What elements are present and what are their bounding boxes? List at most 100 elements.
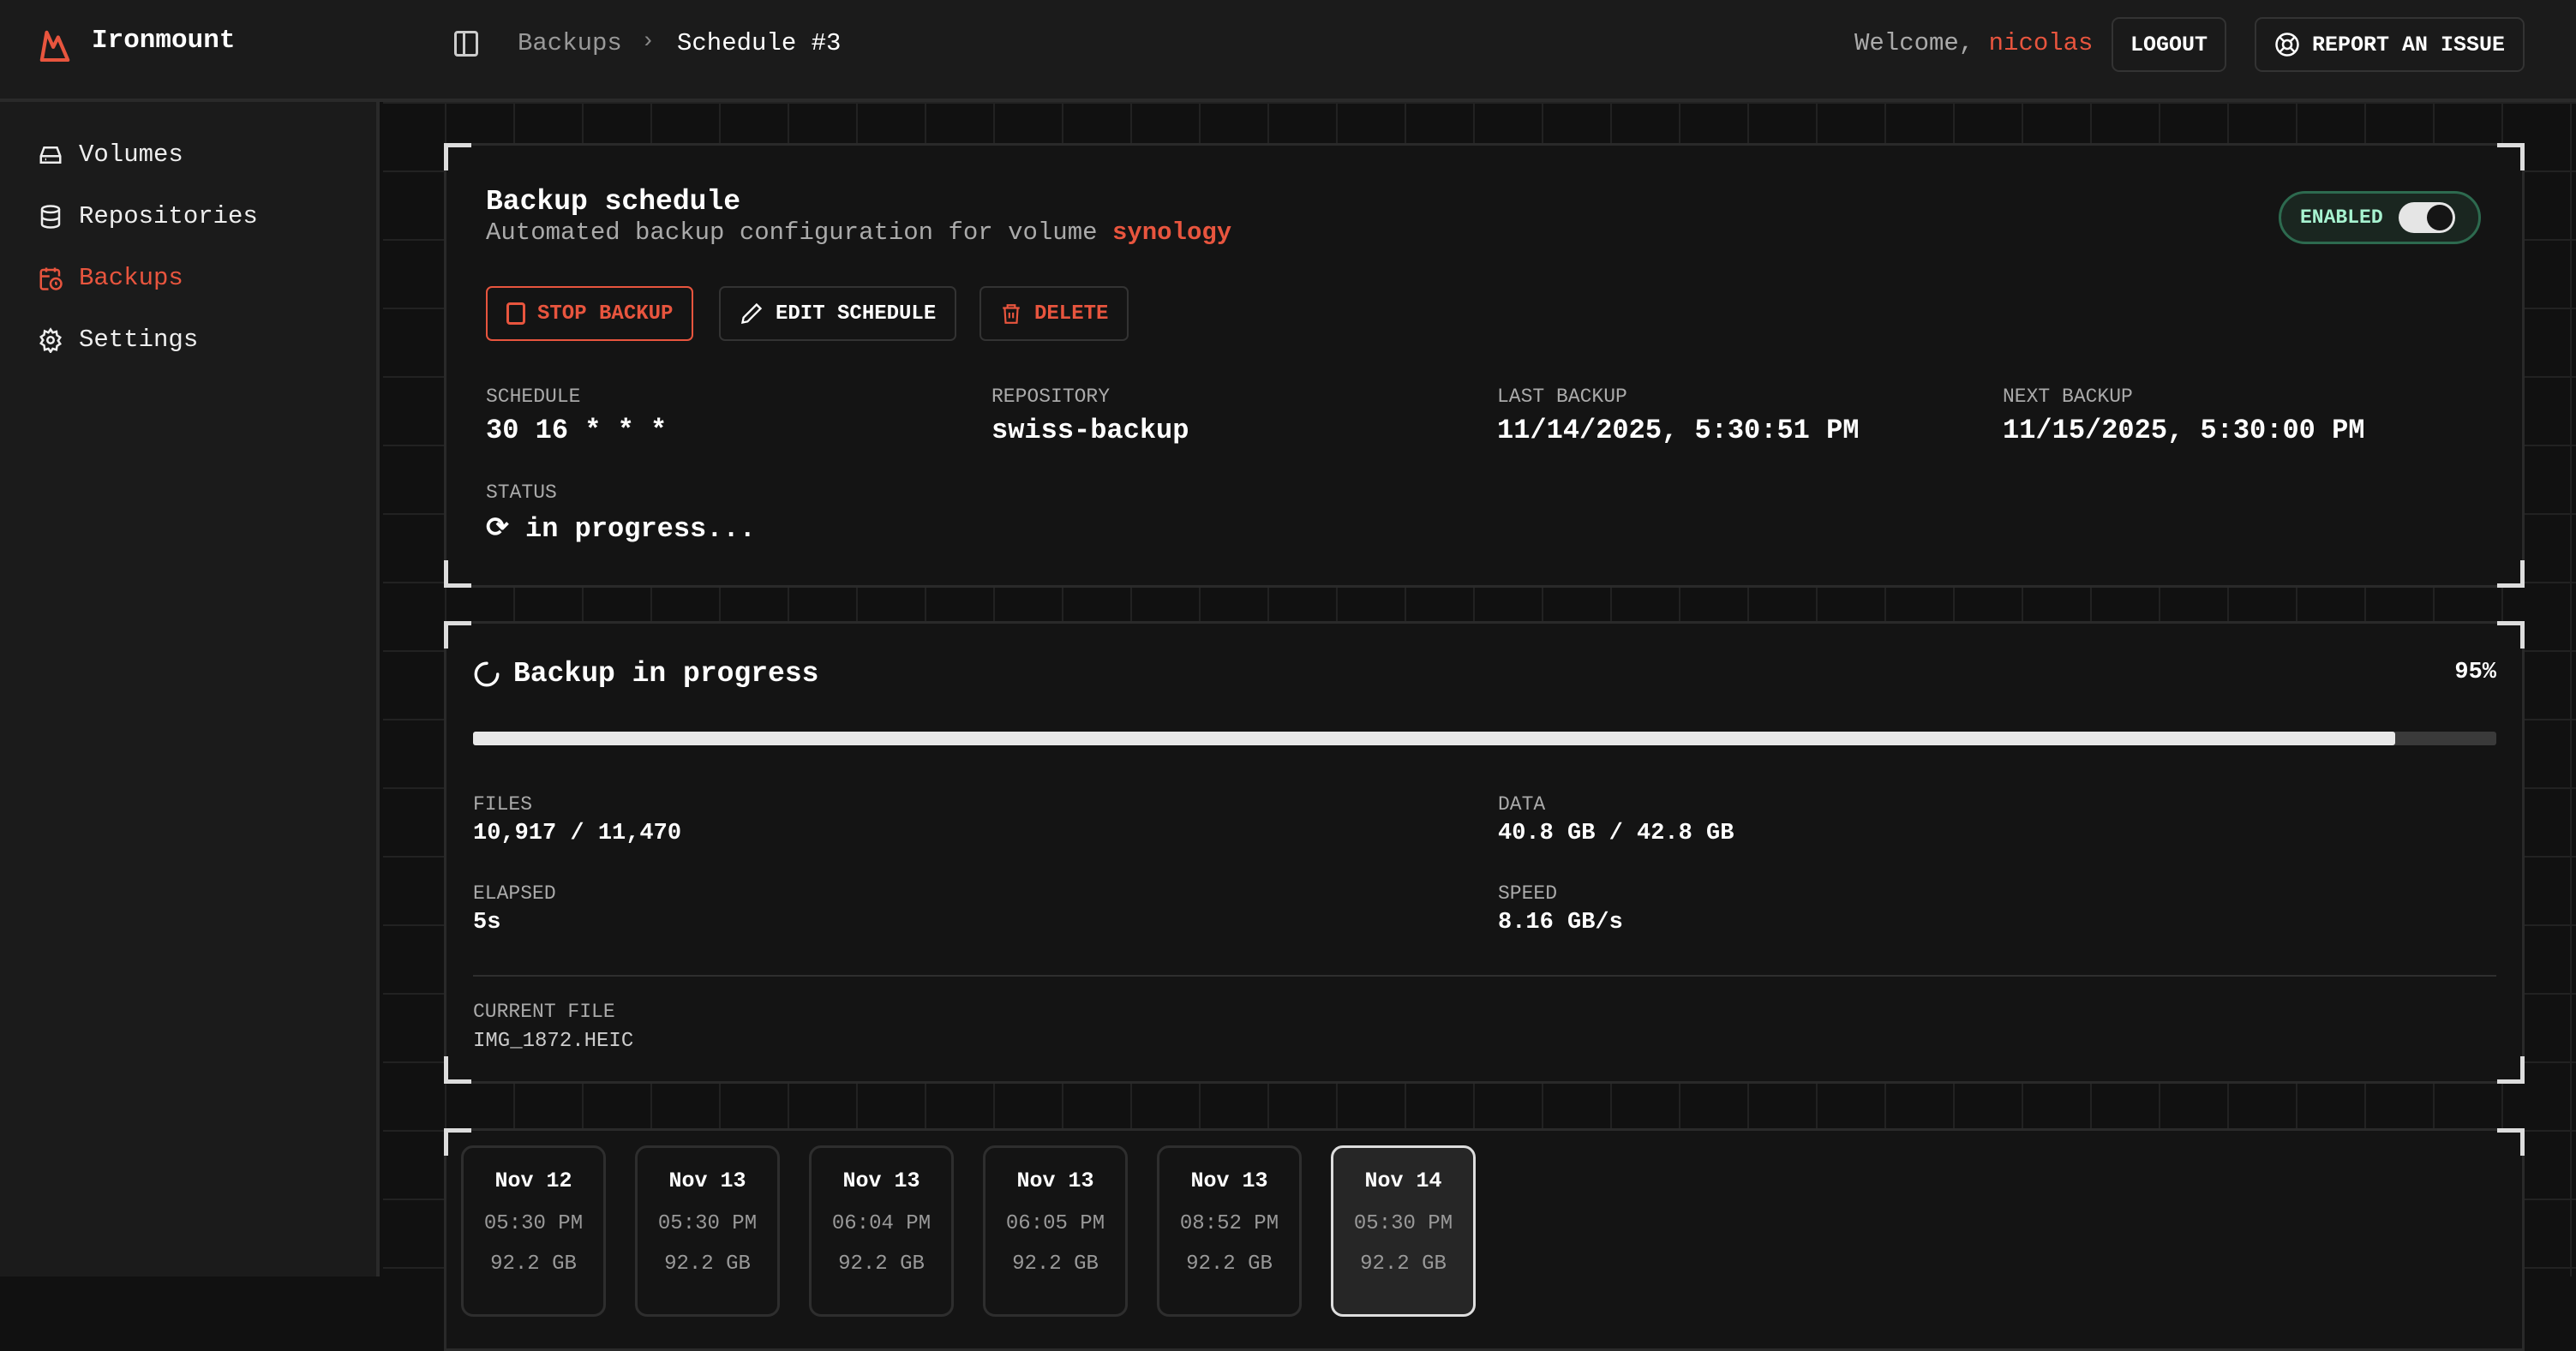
ironmount-logo-icon xyxy=(38,29,72,62)
current-file-value: IMG_1872.HEIC xyxy=(473,1030,633,1053)
snapshot-size: 92.2 GB xyxy=(638,1252,777,1276)
stop-label: STOP BACKUP xyxy=(537,302,673,326)
snapshot-size: 92.2 GB xyxy=(985,1252,1125,1276)
snapshot-time: 08:52 PM xyxy=(1159,1212,1299,1235)
field-label: SCHEDULE xyxy=(486,386,667,408)
toggle-switch[interactable] xyxy=(2399,202,2455,233)
database-icon xyxy=(38,204,63,230)
snapshot-time: 05:30 PM xyxy=(1333,1212,1473,1235)
edit-schedule-button[interactable]: EDIT SCHEDULE xyxy=(719,286,956,341)
snapshot-size: 92.2 GB xyxy=(812,1252,951,1276)
field-label: REPOSITORY xyxy=(991,386,1189,408)
field-label: LAST BACKUP xyxy=(1497,386,1859,408)
logout-button[interactable]: LOGOUT xyxy=(2112,17,2226,72)
username: nicolas xyxy=(1989,29,2094,57)
report-issue-button[interactable]: REPORT AN ISSUE xyxy=(2255,17,2525,72)
edit-label: EDIT SCHEDULE xyxy=(776,302,936,326)
backup-progress-card: Backup in progress 95% FILES 10,917 / 11,… xyxy=(444,621,2525,1084)
elapsed-label: ELAPSED xyxy=(473,882,556,905)
field-label: NEXT BACKUP xyxy=(2003,386,2364,408)
sidebar-item-settings[interactable]: Settings xyxy=(38,326,198,354)
snapshot-date: Nov 13 xyxy=(812,1169,951,1193)
top-header: Ironmount Backups › Schedule #3 Welcome,… xyxy=(0,0,2576,102)
snapshot-time: 05:30 PM xyxy=(464,1212,603,1235)
breadcrumb-chevron-icon: › xyxy=(641,29,655,55)
field-status: STATUS⟳ in progress... xyxy=(486,481,756,545)
snapshot-date: Nov 13 xyxy=(638,1169,777,1193)
sidebar-toggle-icon[interactable] xyxy=(454,31,478,57)
sidebar-item-label: Backups xyxy=(79,264,183,292)
pencil-icon xyxy=(740,302,764,326)
life-buoy-icon xyxy=(2274,32,2300,57)
main-content: Backup schedule Automated backup configu… xyxy=(383,102,2576,1276)
backup-schedule-card: Backup schedule Automated backup configu… xyxy=(444,143,2525,588)
snapshot-date: Nov 13 xyxy=(985,1169,1125,1193)
snapshot-card[interactable]: Nov 13 06:04 PM 92.2 GB xyxy=(809,1145,954,1317)
welcome-label: Welcome, xyxy=(1854,29,1974,57)
current-file-label: CURRENT FILE xyxy=(473,1001,633,1023)
calendar-clock-icon xyxy=(38,266,63,291)
card-subtitle: Automated backup configuration for volum… xyxy=(486,218,1231,247)
progress-header: Backup in progress xyxy=(472,658,818,690)
snapshot-card[interactable]: Nov 13 06:05 PM 92.2 GB xyxy=(983,1145,1128,1317)
speed-value: 8.16 GB/s xyxy=(1498,910,1623,936)
snapshot-time: 06:04 PM xyxy=(812,1212,951,1235)
sidebar-item-label: Settings xyxy=(79,326,198,354)
enabled-toggle[interactable]: ENABLED xyxy=(2279,191,2481,244)
field-next-backup: NEXT BACKUP 11/15/2025, 5:30:00 PM xyxy=(2003,386,2364,446)
enabled-label: ENABLED xyxy=(2300,206,2383,229)
field-repository: REPOSITORY swiss-backup xyxy=(991,386,1189,446)
elapsed-value: 5s xyxy=(473,910,556,936)
data-label: DATA xyxy=(1498,793,1734,816)
hard-drive-icon xyxy=(38,142,63,168)
field-schedule: SCHEDULE 30 16 * * * xyxy=(486,386,667,446)
field-value: 11/15/2025, 5:30:00 PM xyxy=(2003,415,2364,446)
gear-icon xyxy=(38,327,63,353)
sidebar-item-label: Volumes xyxy=(79,140,183,169)
spinner-icon xyxy=(472,660,501,689)
snapshot-time: 06:05 PM xyxy=(985,1212,1125,1235)
progress-bar xyxy=(473,732,2496,745)
snapshot-date: Nov 14 xyxy=(1333,1169,1473,1193)
data-value: 40.8 GB / 42.8 GB xyxy=(1498,821,1734,846)
snapshot-date: Nov 12 xyxy=(464,1169,603,1193)
sidebar-item-label: Repositories xyxy=(79,202,258,230)
delete-label: DELETE xyxy=(1034,302,1108,326)
snapshot-card[interactable]: Nov 13 05:30 PM 92.2 GB xyxy=(635,1145,780,1317)
report-issue-label: REPORT AN ISSUE xyxy=(2312,33,2505,57)
welcome-text: Welcome, nicolas xyxy=(1854,29,2093,57)
breadcrumb-current: Schedule #3 xyxy=(677,29,841,57)
snapshot-timeline: Nov 12 05:30 PM 92.2 GB Nov 13 05:30 PM 92.2 … xyxy=(444,1128,2525,1351)
field-value: swiss-backup xyxy=(991,415,1189,446)
breadcrumb-backups[interactable]: Backups xyxy=(518,29,622,57)
sidebar-item-backups[interactable]: Backups xyxy=(38,264,183,292)
sidebar-item-repositories[interactable]: Repositories xyxy=(38,202,258,230)
snapshot-card[interactable]: Nov 12 05:30 PM 92.2 GB xyxy=(461,1145,606,1317)
snapshot-card[interactable]: Nov 14 05:30 PM 92.2 GB xyxy=(1331,1145,1476,1317)
snapshot-size: 92.2 GB xyxy=(1333,1252,1473,1276)
field-last-backup: LAST BACKUP 11/14/2025, 5:30:51 PM xyxy=(1497,386,1859,446)
app-name: Ironmount xyxy=(92,26,235,56)
volume-link[interactable]: synology xyxy=(1112,218,1231,247)
files-label: FILES xyxy=(473,793,681,816)
sidebar-item-volumes[interactable]: Volumes xyxy=(38,140,183,169)
snapshot-card[interactable]: Nov 13 08:52 PM 92.2 GB xyxy=(1157,1145,1302,1317)
snapshot-size: 92.2 GB xyxy=(464,1252,603,1276)
delete-button[interactable]: DELETE xyxy=(979,286,1129,341)
snapshot-size: 92.2 GB xyxy=(1159,1252,1299,1276)
sidebar: Volumes Repositories Backups Settings xyxy=(0,102,380,1276)
field-value: 30 16 * * * xyxy=(486,415,667,446)
field-value: 11/14/2025, 5:30:51 PM xyxy=(1497,415,1859,446)
stop-backup-button[interactable]: STOP BACKUP xyxy=(486,286,693,341)
snapshot-time: 05:30 PM xyxy=(638,1212,777,1235)
field-label: STATUS xyxy=(486,481,756,504)
speed-label: SPEED xyxy=(1498,882,1623,905)
subtitle-text: Automated backup configuration for volum… xyxy=(486,218,1098,247)
files-value: 10,917 / 11,470 xyxy=(473,821,681,846)
snapshot-date: Nov 13 xyxy=(1159,1169,1299,1193)
square-icon xyxy=(506,302,525,325)
progress-percent: 95% xyxy=(2454,660,2496,685)
progress-title: Backup in progress xyxy=(513,658,818,690)
trash-icon xyxy=(1000,302,1022,326)
progress-bar-fill xyxy=(473,732,2395,745)
